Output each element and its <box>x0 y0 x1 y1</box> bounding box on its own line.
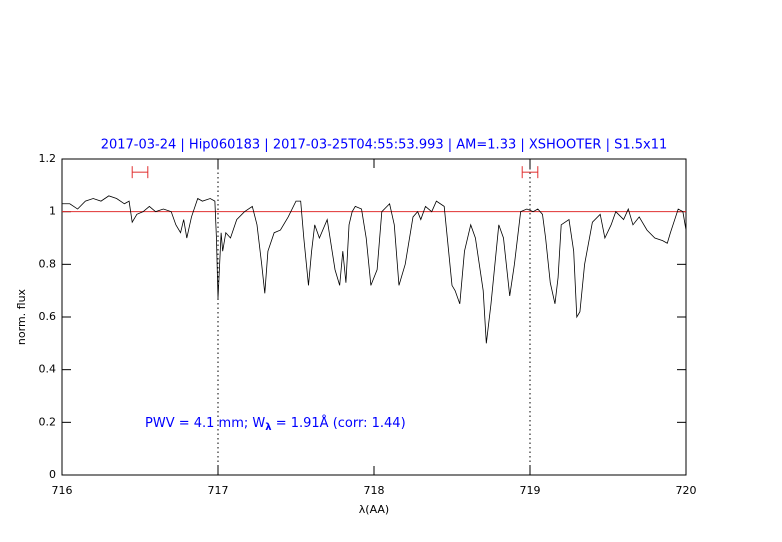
y-tick-label: 0.8 <box>39 257 57 270</box>
annotation: PWV = 4.1 mm; Wλ = 1.91Å (corr: 1.44) <box>145 415 406 434</box>
y-tick-label: 0.4 <box>39 363 57 376</box>
interval-marker <box>131 166 149 179</box>
annotation-part: PWV = 4.1 mm; W <box>145 416 265 431</box>
y-tick-label: 1.2 <box>39 152 57 165</box>
x-tick-label: 719 <box>520 484 541 497</box>
y-tick-label: 0.6 <box>39 310 57 323</box>
x-tick-label: 718 <box>364 484 385 497</box>
x-tick-label: 717 <box>208 484 229 497</box>
x-tick-label: 716 <box>52 484 73 497</box>
annotation-part: λ <box>265 422 272 433</box>
chart-title: 2017-03-24 | Hip060183 | 2017-03-25T04:5… <box>101 138 668 153</box>
interval-marker <box>521 166 539 179</box>
spectrum-line <box>62 195 687 344</box>
y-axis-label: norm. flux <box>15 288 28 345</box>
y-tick-label: 0 <box>49 468 56 481</box>
annotation-part: = 1.91Å (corr: 1.44) <box>272 415 406 431</box>
x-tick-label: 720 <box>676 484 697 497</box>
y-tick-label: 0.2 <box>39 415 57 428</box>
x-axis-label: λ(AA) <box>359 503 389 516</box>
y-tick-label: 1 <box>49 205 56 218</box>
